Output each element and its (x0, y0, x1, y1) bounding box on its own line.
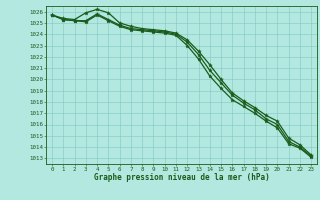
X-axis label: Graphe pression niveau de la mer (hPa): Graphe pression niveau de la mer (hPa) (94, 173, 269, 182)
